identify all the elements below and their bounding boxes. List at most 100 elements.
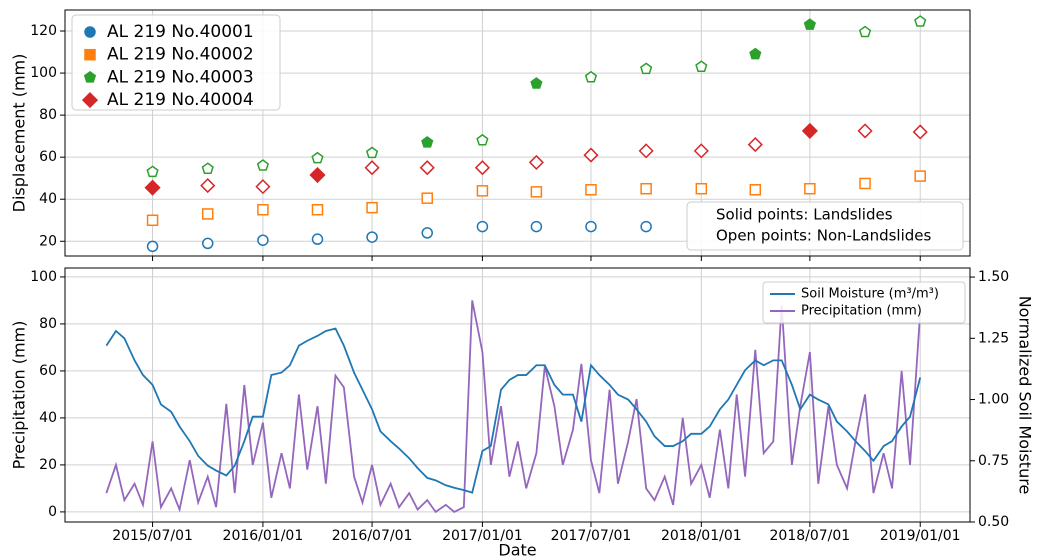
point	[585, 220, 597, 233]
point	[530, 186, 543, 198]
point	[311, 151, 324, 164]
legend-label: AL 219 No.40004	[107, 90, 254, 110]
y-tick-label: 40	[39, 191, 57, 207]
point	[309, 166, 326, 184]
point	[476, 220, 489, 233]
point	[201, 162, 214, 174]
y-tick-label: 100	[30, 269, 57, 285]
point	[364, 160, 380, 176]
point	[693, 143, 709, 159]
plot-frame	[64, 9, 971, 257]
legend-marker	[81, 92, 99, 109]
point	[144, 179, 161, 196]
y-tick-label: 120	[30, 23, 57, 39]
y-tick-label: 80	[39, 316, 57, 332]
point	[640, 220, 652, 233]
point	[421, 192, 433, 204]
point	[530, 220, 543, 233]
point	[859, 177, 871, 190]
point	[695, 60, 708, 72]
legend-label: Soil Moisture (m³/m³)	[801, 287, 939, 302]
y-tick-label: 60	[39, 363, 57, 379]
annotation-box	[686, 201, 964, 251]
point	[419, 160, 435, 176]
point	[201, 208, 214, 220]
x-axis-label: Date	[498, 541, 536, 558]
point	[146, 240, 159, 253]
point	[749, 47, 762, 60]
y-tick-label: 60	[39, 149, 57, 165]
point	[257, 234, 269, 246]
point	[749, 184, 762, 196]
point	[366, 231, 378, 243]
y-tick-label: 40	[39, 410, 57, 426]
y2-tick-label: 1.50	[978, 269, 1009, 285]
point	[528, 154, 544, 170]
y2-tick-label: 0.50	[978, 514, 1009, 530]
annotation: Solid points: Landslides	[716, 206, 893, 224]
y2-tick-label: 1.25	[978, 330, 1009, 346]
point	[256, 159, 270, 171]
point	[146, 165, 159, 178]
y-axis-label: Displacement (mm)	[10, 54, 29, 213]
legend-box	[71, 14, 281, 111]
point	[311, 203, 324, 216]
point	[146, 214, 159, 227]
legend-label: AL 219 No.40002	[107, 45, 254, 65]
y2-axis-label: Normalized Soil Moisture	[1016, 296, 1035, 495]
legend-marker	[84, 26, 96, 38]
point	[640, 182, 652, 195]
y-tick-label: 100	[30, 65, 57, 81]
point	[801, 122, 818, 139]
point	[914, 15, 927, 27]
y-tick-label: 80	[39, 107, 57, 123]
point	[912, 124, 928, 140]
y2-tick-label: 1.00	[978, 392, 1009, 408]
point	[530, 77, 543, 89]
point	[914, 170, 926, 182]
y-tick-label: 20	[39, 457, 57, 473]
plot-frame	[64, 267, 971, 523]
legend-marker	[84, 48, 96, 61]
point	[201, 237, 214, 250]
point	[857, 123, 873, 139]
x-tick-label: 2016/07/01	[332, 528, 413, 544]
point	[257, 203, 269, 216]
line	[105, 327, 922, 494]
x-tick-label: 2019/01/01	[880, 528, 961, 544]
point	[747, 137, 763, 153]
x-tick-label: 2017/07/01	[551, 528, 632, 544]
point	[858, 25, 872, 38]
point	[311, 233, 324, 245]
point	[421, 227, 433, 239]
point	[638, 143, 654, 159]
point	[366, 201, 378, 214]
y2-tick-label: 0.75	[978, 453, 1009, 469]
y-tick-label: 20	[39, 233, 57, 249]
point	[804, 182, 816, 195]
line	[105, 300, 922, 514]
point	[583, 147, 599, 163]
x-tick-label: 2015/07/01	[112, 528, 193, 544]
legend-label: AL 219 No.40003	[107, 67, 254, 87]
point	[695, 182, 708, 195]
y-axis-label: Precipitation (mm)	[10, 321, 29, 470]
point	[640, 62, 653, 75]
y-tick-label: 0	[48, 504, 57, 520]
point	[200, 178, 216, 194]
point	[476, 185, 489, 197]
point	[584, 70, 598, 83]
point	[365, 146, 379, 159]
legend-label: AL 219 No.40001	[107, 22, 254, 42]
x-tick-label: 2017/01/01	[442, 528, 523, 544]
annotation: Open points: Non-Landslides	[716, 227, 932, 245]
point	[421, 136, 434, 148]
legend-box	[762, 281, 966, 324]
legend-label: Precipitation (mm)	[801, 304, 922, 319]
point	[585, 184, 597, 196]
point	[476, 133, 489, 146]
point	[474, 160, 490, 176]
point	[255, 179, 271, 195]
x-tick-label: 2016/01/01	[223, 528, 304, 544]
